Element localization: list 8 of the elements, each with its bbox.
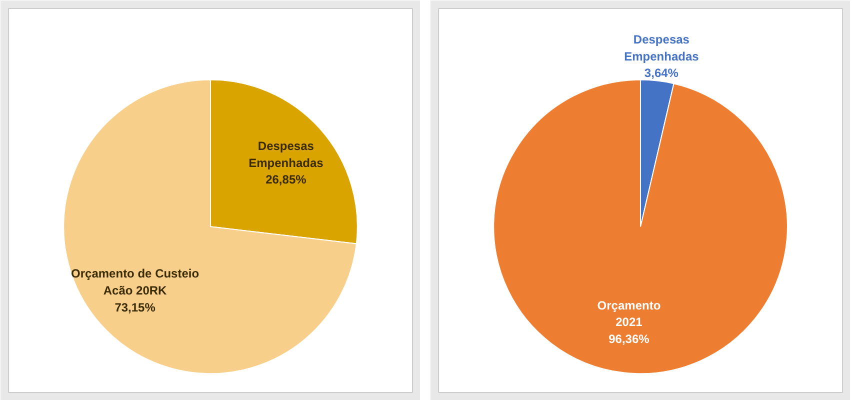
slice-label: Despesas Empenhadas: [624, 32, 700, 64]
slice-label: Despesas Empenhadas: [248, 139, 324, 170]
slice-label: Orçamento de Custeio Acão 20RK: [71, 266, 200, 298]
data-label: 26,85%: [266, 172, 307, 187]
data-label: 73,15%: [114, 300, 156, 314]
data-label: 96,36%: [608, 332, 650, 346]
data-label: 3,64%: [644, 66, 679, 80]
slice-label: Orçamento 2021: [597, 298, 661, 330]
